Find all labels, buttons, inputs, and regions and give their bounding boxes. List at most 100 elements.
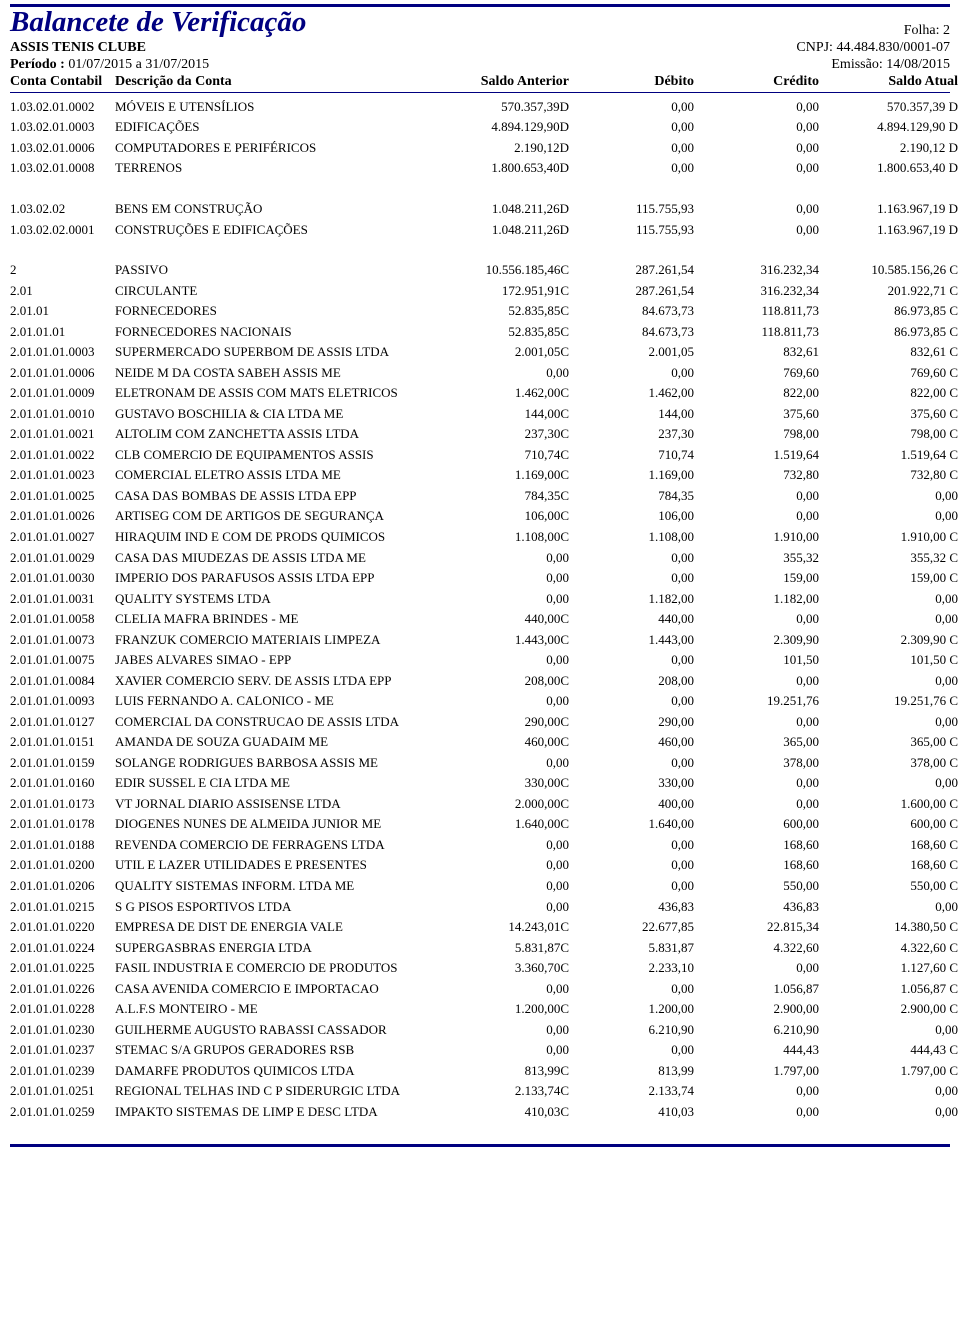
- cell-saldo-anterior: 0,00: [450, 548, 575, 569]
- cell-desc: SOLANGE RODRIGUES BARBOSA ASSIS ME: [115, 753, 450, 774]
- cell-credito: 0,00: [700, 158, 825, 179]
- cell-debito: 0,00: [575, 363, 700, 384]
- cell-debito: 0,00: [575, 548, 700, 569]
- cell-code: 1.03.02.02: [10, 199, 115, 220]
- cell-saldo-anterior: 144,00C: [450, 404, 575, 425]
- table-row: 2.01.01.01.0025CASA DAS BOMBAS DE ASSIS …: [10, 486, 950, 507]
- cell-saldo-anterior: 2.190,12D: [450, 138, 575, 159]
- cell-desc: COMERCIAL ELETRO ASSIS LTDA ME: [115, 465, 450, 486]
- cell-debito: 287.261,54: [575, 260, 700, 281]
- cell-credito: 0,00: [700, 506, 825, 527]
- table-row: 2.01.01.01.0215S G PISOS ESPORTIVOS LTDA…: [10, 897, 950, 918]
- cell-saldo-anterior: 1.048.211,26D: [450, 220, 575, 241]
- table-row: 2.01.01.01.0178DIOGENES NUNES DE ALMEIDA…: [10, 814, 950, 835]
- cell-code: 2.01.01.01.0029: [10, 548, 115, 569]
- cell-credito: 168,60: [700, 855, 825, 876]
- cell-saldo-atual: 101,50 C: [825, 650, 960, 671]
- cell-desc: EDIR SUSSEL E CIA LTDA ME: [115, 773, 450, 794]
- cell-saldo-atual: 86.973,85 C: [825, 322, 960, 343]
- cell-saldo-anterior: 1.048.211,26D: [450, 199, 575, 220]
- column-headers: Conta Contabil Descrição da Conta Saldo …: [10, 74, 950, 93]
- cell-saldo-atual: 10.585.156,26 C: [825, 260, 960, 281]
- cell-desc: ELETRONAM DE ASSIS COM MATS ELETRICOS: [115, 383, 450, 404]
- cell-saldo-atual: 1.127,60 C: [825, 958, 960, 979]
- table-row: 2.01.01.01.0010GUSTAVO BOSCHILIA & CIA L…: [10, 404, 950, 425]
- cell-debito: 0,00: [575, 835, 700, 856]
- cell-saldo-anterior: 0,00: [450, 835, 575, 856]
- cell-saldo-atual: 378,00 C: [825, 753, 960, 774]
- cell-credito: 378,00: [700, 753, 825, 774]
- cell-debito: 2.133,74: [575, 1081, 700, 1102]
- cell-desc: IMPERIO DOS PARAFUSOS ASSIS LTDA EPP: [115, 568, 450, 589]
- cell-saldo-atual: 570.357,39 D: [825, 97, 960, 118]
- cell-credito: 0,00: [700, 117, 825, 138]
- table-row: 2.01.01.01.0026ARTISEG COM DE ARTIGOS DE…: [10, 506, 950, 527]
- cell-desc: FORNECEDORES NACIONAIS: [115, 322, 450, 343]
- table-row: 2.01.01.01.0058CLELIA MAFRA BRINDES - ME…: [10, 609, 950, 630]
- table-row: 2.01.01.01.0127COMERCIAL DA CONSTRUCAO D…: [10, 712, 950, 733]
- cell-credito: 118.811,73: [700, 301, 825, 322]
- cell-code: 2.01.01.01.0224: [10, 938, 115, 959]
- cell-saldo-atual: 444,43 C: [825, 1040, 960, 1061]
- cell-code: 2.01.01.01.0006: [10, 363, 115, 384]
- cell-saldo-atual: 159,00 C: [825, 568, 960, 589]
- cell-credito: 1.910,00: [700, 527, 825, 548]
- cell-desc: ARTISEG COM DE ARTIGOS DE SEGURANÇA: [115, 506, 450, 527]
- cell-saldo-anterior: 710,74C: [450, 445, 575, 466]
- table-row: 2.01.01.01.0023COMERCIAL ELETRO ASSIS LT…: [10, 465, 950, 486]
- cell-code: 2.01.01.01.0073: [10, 630, 115, 651]
- cell-code: 2.01.01.01.0251: [10, 1081, 115, 1102]
- cell-credito: 0,00: [700, 794, 825, 815]
- cell-saldo-atual: 1.910,00 C: [825, 527, 960, 548]
- cell-saldo-anterior: 460,00C: [450, 732, 575, 753]
- cell-code: 2.01.01.01.0003: [10, 342, 115, 363]
- cell-code: 2.01.01.01.0026: [10, 506, 115, 527]
- cell-debito: 440,00: [575, 609, 700, 630]
- cell-credito: 19.251,76: [700, 691, 825, 712]
- table-row: 2.01.01.01.0027HIRAQUIM IND E COM DE PRO…: [10, 527, 950, 548]
- cell-saldo-anterior: 0,00: [450, 1040, 575, 1061]
- table-row: 2.01.01.01.0224SUPERGASBRAS ENERGIA LTDA…: [10, 938, 950, 959]
- cell-debito: 106,00: [575, 506, 700, 527]
- cell-code: 2.01.01.01.0058: [10, 609, 115, 630]
- table-row: 2.01.01.01.0009ELETRONAM DE ASSIS COM MA…: [10, 383, 950, 404]
- cell-code: 2.01.01.01.0259: [10, 1102, 115, 1123]
- cell-debito: 1.182,00: [575, 589, 700, 610]
- report-page: Balancete de Verificação Folha: 2 ASSIS …: [0, 0, 960, 1157]
- cell-credito: 159,00: [700, 568, 825, 589]
- cell-code: 2.01.01.01.0215: [10, 897, 115, 918]
- cell-saldo-anterior: 0,00: [450, 897, 575, 918]
- cell-saldo-atual: 1.519,64 C: [825, 445, 960, 466]
- cell-debito: 710,74: [575, 445, 700, 466]
- table-row: 2.01.01.01.0021ALTOLIM COM ZANCHETTA ASS…: [10, 424, 950, 445]
- cell-desc: HIRAQUIM IND E COM DE PRODS QUIMICOS: [115, 527, 450, 548]
- cell-debito: 0,00: [575, 138, 700, 159]
- cell-desc: REVENDA COMERCIO DE FERRAGENS LTDA: [115, 835, 450, 856]
- cell-credito: 0,00: [700, 97, 825, 118]
- cell-credito: 101,50: [700, 650, 825, 671]
- cell-desc: TERRENOS: [115, 158, 450, 179]
- cell-saldo-atual: 0,00: [825, 671, 960, 692]
- cell-credito: 2.900,00: [700, 999, 825, 1020]
- cell-credito: 436,83: [700, 897, 825, 918]
- cell-saldo-anterior: 1.443,00C: [450, 630, 575, 651]
- cell-credito: 0,00: [700, 1081, 825, 1102]
- cell-saldo-anterior: 410,03C: [450, 1102, 575, 1123]
- cell-saldo-atual: 0,00: [825, 712, 960, 733]
- cell-saldo-anterior: 330,00C: [450, 773, 575, 794]
- cell-credito: 6.210,90: [700, 1020, 825, 1041]
- cell-credito: 365,00: [700, 732, 825, 753]
- cell-saldo-atual: 0,00: [825, 506, 960, 527]
- cell-credito: 0,00: [700, 712, 825, 733]
- table-row: 2.01.01.01.0206QUALITY SISTEMAS INFORM. …: [10, 876, 950, 897]
- cell-saldo-anterior: 10.556.185,46C: [450, 260, 575, 281]
- cell-debito: 208,00: [575, 671, 700, 692]
- cell-debito: 0,00: [575, 876, 700, 897]
- emission-date: Emissão: 14/08/2015: [831, 56, 950, 74]
- cell-saldo-anterior: 0,00: [450, 363, 575, 384]
- cell-code: 2.01.01.01.0178: [10, 814, 115, 835]
- cell-credito: 316.232,34: [700, 281, 825, 302]
- cell-saldo-anterior: 813,99C: [450, 1061, 575, 1082]
- cell-debito: 115.755,93: [575, 199, 700, 220]
- table-row: 2.01.01.01.0220EMPRESA DE DIST DE ENERGI…: [10, 917, 950, 938]
